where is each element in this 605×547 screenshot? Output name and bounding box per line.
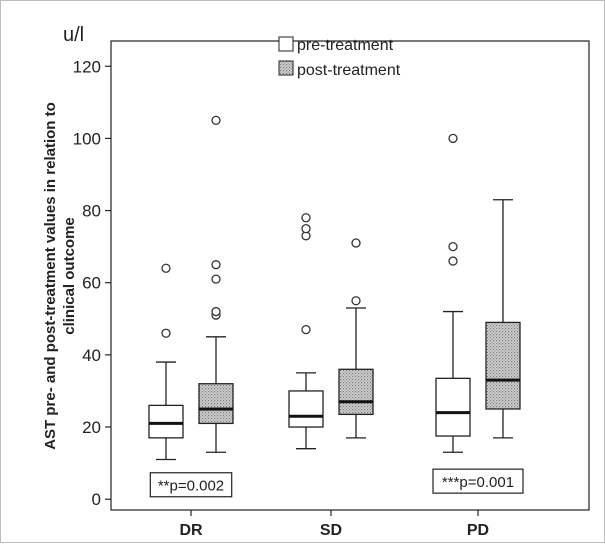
legend-label-pre: pre-treatment	[297, 37, 394, 54]
box-iqr	[485, 321, 521, 410]
annotation-text: **p=0.002	[158, 478, 224, 495]
x-tick-label: DR	[179, 522, 203, 539]
y-tick-label: 60	[82, 274, 101, 293]
outlier-point	[211, 306, 221, 317]
y-tick-label: 120	[73, 57, 101, 76]
y-axis-title-line2: clinical outcome	[61, 217, 78, 335]
legend-label-post: post-treatment	[297, 62, 401, 79]
annotations: **p=0.002 ***p=0.001	[149, 468, 524, 498]
outlier-point	[351, 238, 361, 248]
outlier-point	[211, 274, 221, 284]
series-pre-treatment	[148, 133, 471, 461]
outlier-point	[448, 241, 458, 252]
annotation-text: ***p=0.001	[442, 474, 514, 491]
y-tick-label: 100	[73, 129, 101, 148]
legend: pre-treatment post-treatment	[278, 36, 401, 79]
outlier-point	[161, 263, 171, 273]
outlier-point	[301, 213, 311, 223]
box-iqr	[148, 404, 184, 439]
x-tick-label: SD	[320, 522, 342, 539]
y-tick-label: 80	[82, 202, 101, 221]
y-axis: 0 20 40 60 80 100 120	[73, 57, 111, 509]
x-tick-label: PD	[467, 522, 489, 539]
box-iqr	[435, 377, 471, 437]
outlier-point	[301, 324, 311, 335]
p-value-annotation: **p=0.002	[149, 472, 233, 498]
outlier-point	[161, 328, 171, 338]
legend-swatch-pre	[278, 36, 294, 52]
unit-label: u/l	[63, 24, 84, 46]
p-value-annotation: ***p=0.001	[432, 468, 524, 494]
y-tick-label: 20	[82, 418, 101, 437]
box-iqr	[288, 390, 324, 428]
outlier-point	[351, 296, 361, 306]
annotation-box	[149, 472, 233, 498]
outlier-point	[301, 223, 311, 234]
y-tick-label: 0	[92, 490, 101, 509]
y-axis-title-line1: AST pre- and post-treatment values in re…	[42, 102, 59, 450]
legend-swatch-post	[278, 60, 294, 76]
annotation-box	[432, 468, 524, 494]
y-tick-label: 40	[82, 346, 101, 365]
outlier-point	[448, 133, 458, 144]
outlier-point	[211, 260, 221, 270]
outlier-point	[448, 256, 458, 266]
outlier-point	[211, 115, 221, 126]
plot-area	[110, 40, 590, 511]
box-iqr	[338, 368, 374, 416]
box-series	[148, 115, 521, 461]
x-axis: DR SD PD	[179, 510, 489, 539]
box-iqr	[198, 383, 234, 425]
series-post-treatment	[198, 115, 521, 453]
